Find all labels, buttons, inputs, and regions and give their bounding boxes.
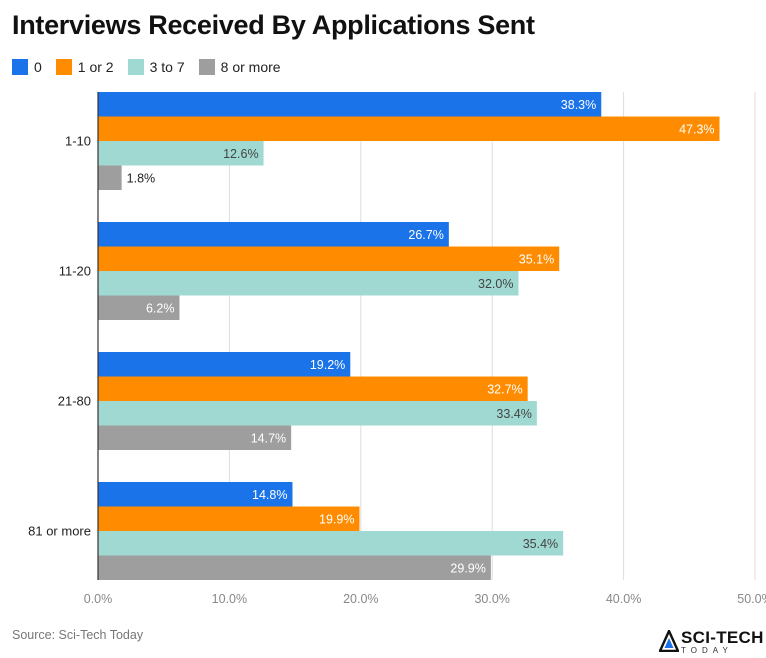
category-label: 81 or more [28,524,91,539]
bar [98,401,537,426]
x-tick-label: 40.0% [606,592,641,606]
bar-value-label: 1.8% [127,171,156,185]
legend-swatch-0 [12,59,28,75]
legend-swatch-8-or-more [198,59,215,75]
bar [98,295,180,320]
category-label: 1-10 [65,134,91,149]
bar-value-label: 14.7% [251,431,286,445]
bar [98,376,528,401]
legend-swatch-1-or-2 [55,59,72,75]
legend-item-3-to-7: 3 to 7 [127,59,185,75]
bar [98,531,564,556]
bar [98,92,602,117]
logo-sub-text: TODAY [681,646,733,655]
legend-item-1-or-2: 1 or 2 [55,59,114,75]
bar-value-label: 32.7% [487,382,522,396]
x-tick-label: 20.0% [343,592,378,606]
logo-main-text: SCI-TECH [681,628,764,647]
sci-tech-today-logo: SCI-TECH TODAY [659,628,764,656]
legend-item-0: 0 [12,59,42,75]
bar-chart: 38.3% 47.3% 12.6% 1.8% 1-10 26.7% 35.1% 32.0% 6.… [28,92,766,606]
bar-value-label: 38.3% [561,98,596,112]
bar-value-label: 33.4% [496,407,531,421]
x-tick-label: 0.0% [84,592,113,606]
bar-value-label: 26.7% [408,228,443,242]
bar [98,271,519,296]
bar-value-label: 6.2% [146,301,175,315]
bar-value-label: 35.4% [523,537,558,551]
bar [98,246,560,271]
bar [98,482,293,507]
bar [98,165,122,190]
legend-label-0: 0 [34,59,42,75]
legend-item-8-or-more: 8 or more [198,59,281,75]
bar [98,116,720,141]
bar-value-label: 47.3% [679,122,714,136]
bar-value-label: 14.8% [252,488,287,502]
x-tick-label: 10.0% [212,592,247,606]
logo-triangle-icon [659,630,679,652]
bar-value-label: 32.0% [478,277,513,291]
legend: 0 1 or 2 3 to 7 8 or more [12,58,295,76]
bar [98,141,264,166]
bar-value-label: 29.9% [450,561,485,575]
x-tick-label: 50.0% [737,592,766,606]
bar [98,506,360,531]
x-tick-label: 30.0% [474,592,509,606]
bar-value-label: 35.1% [519,252,554,266]
legend-swatch-3-to-7 [127,59,144,75]
legend-label-8-or-more: 8 or more [220,59,281,75]
bar-value-label: 19.2% [310,358,345,372]
bar [98,222,449,247]
bar-value-label: 19.9% [319,512,354,526]
bar [98,425,292,450]
category-label: 21-80 [58,394,91,409]
bar [98,352,351,377]
legend-label-3-to-7: 3 to 7 [149,59,185,75]
source-note: Source: Sci-Tech Today [12,628,144,642]
bar [98,555,491,580]
chart-title: Interviews Received By Applications Sent [12,10,535,40]
legend-label-1-or-2: 1 or 2 [77,59,114,75]
bar-value-label: 12.6% [223,147,258,161]
category-label: 11-20 [59,264,91,279]
